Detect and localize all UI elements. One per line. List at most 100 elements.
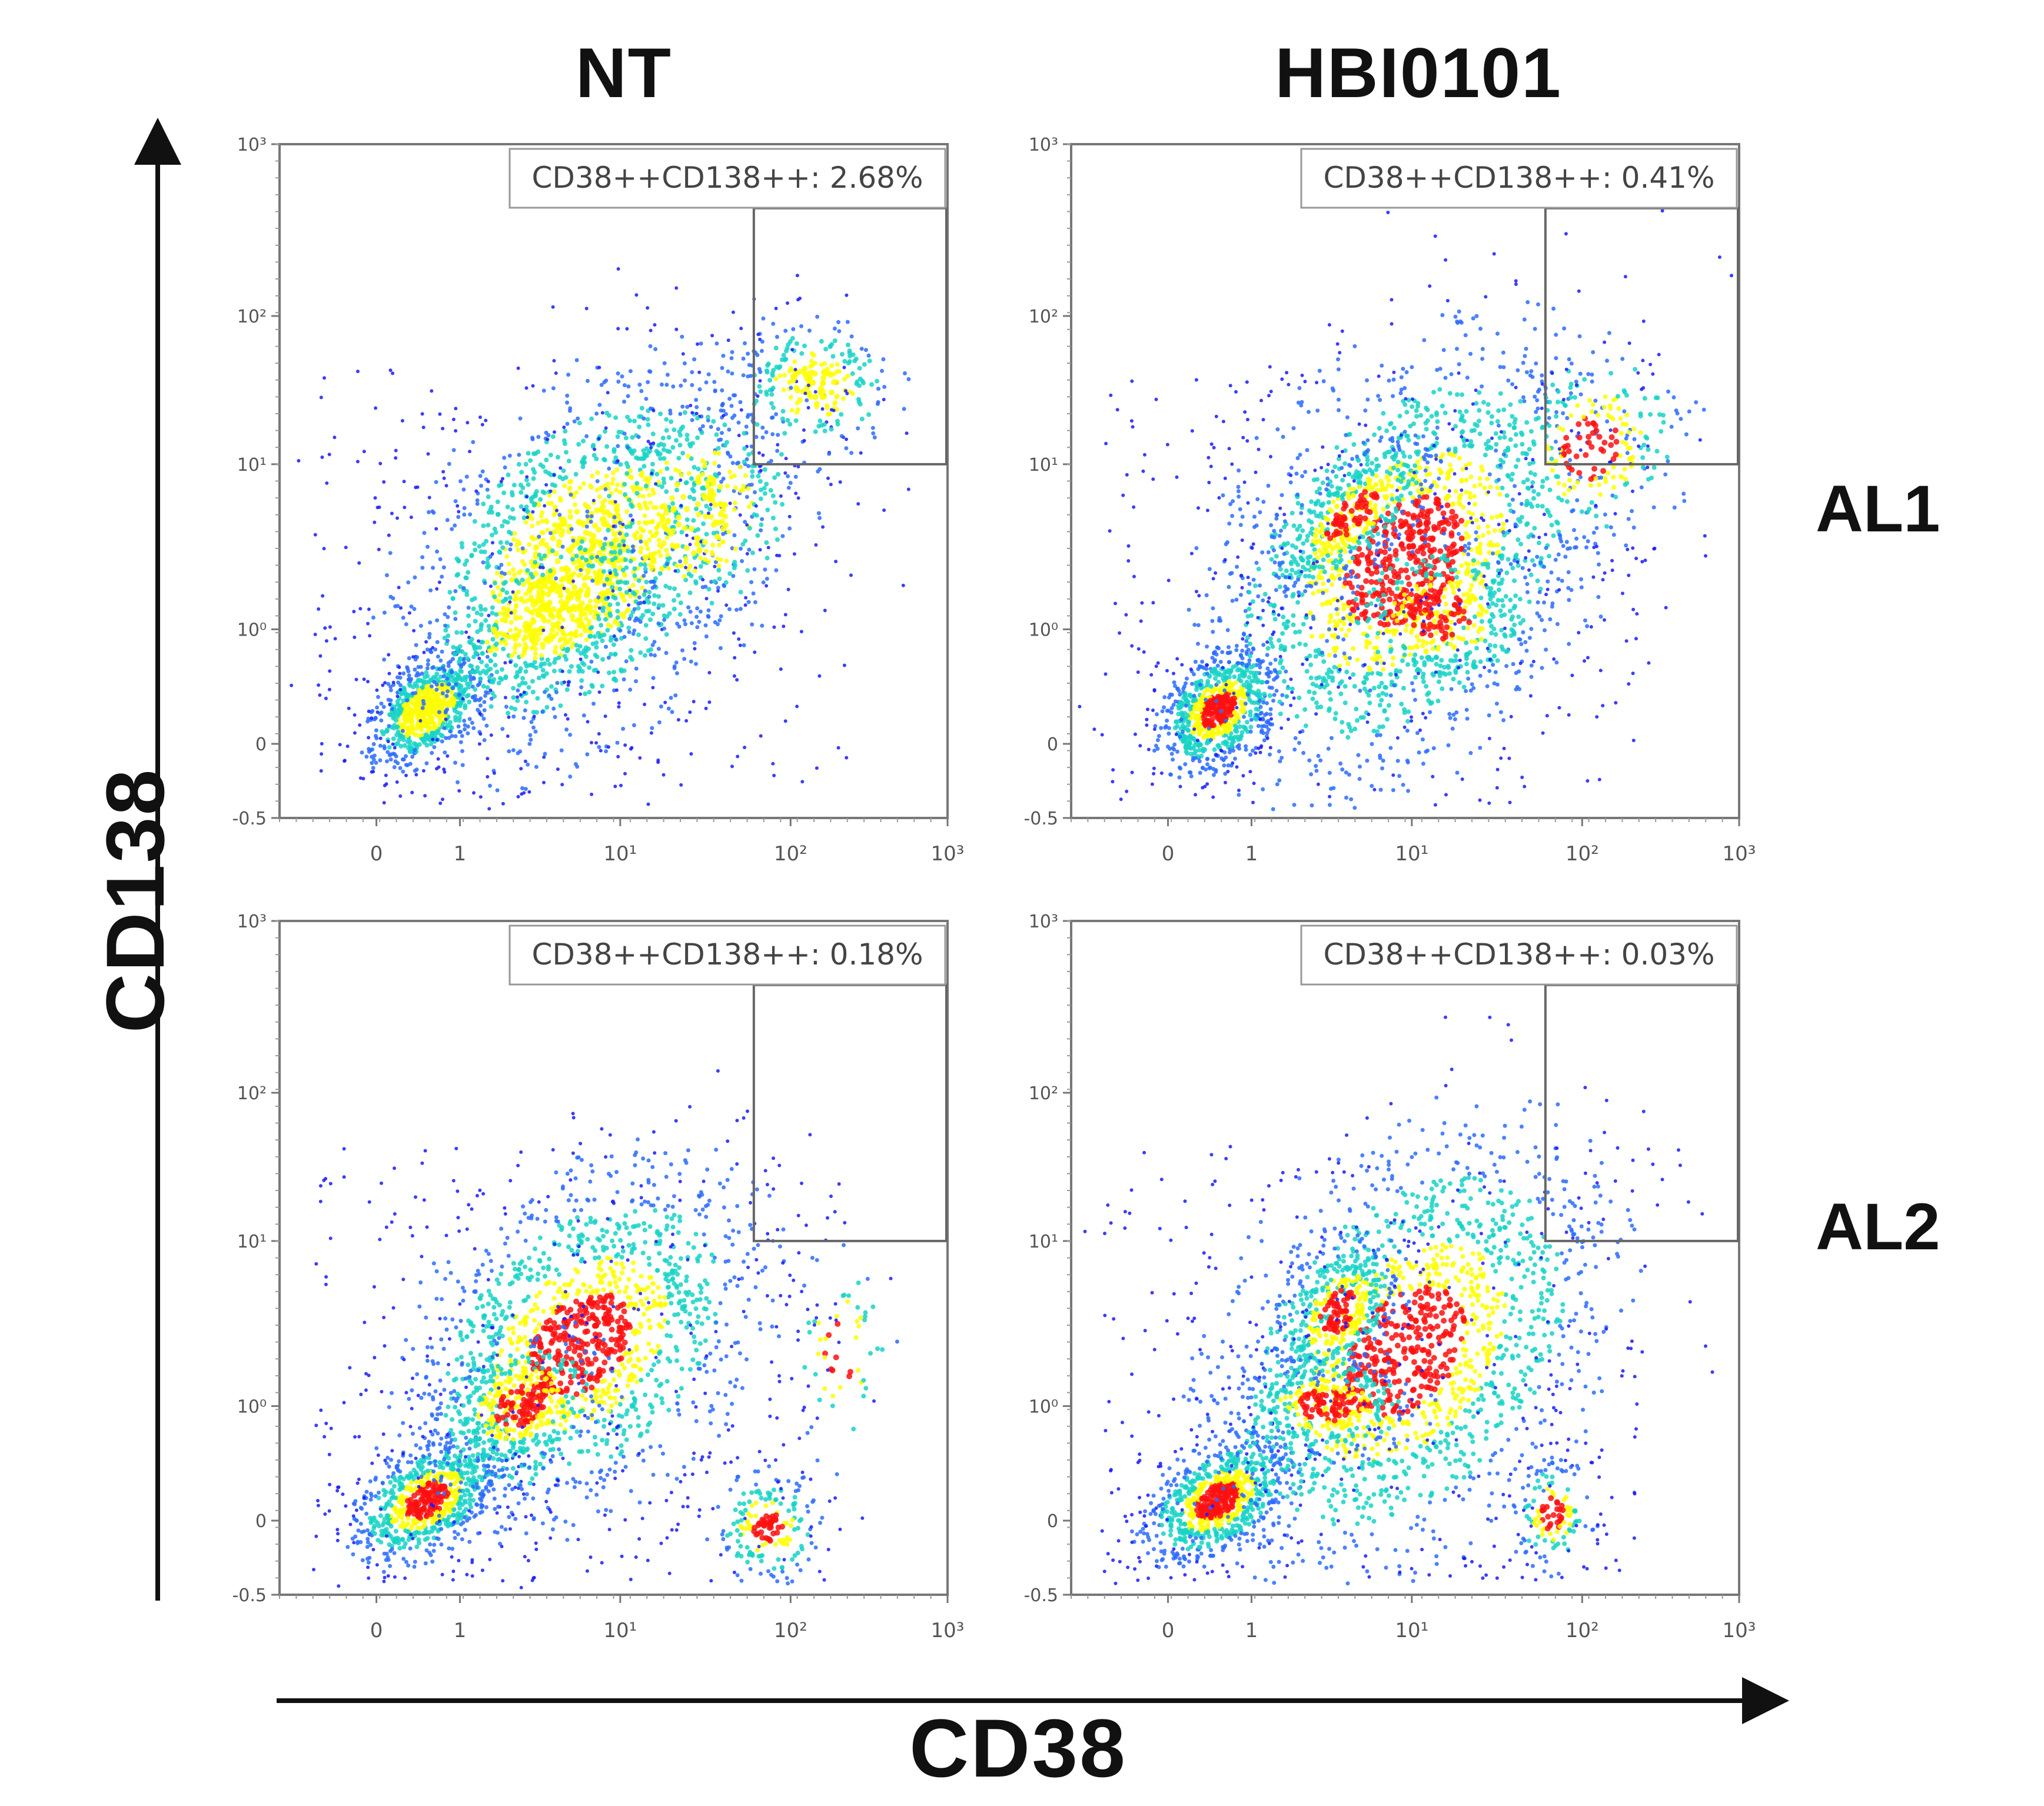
event-dot <box>604 410 609 415</box>
event-dot <box>557 593 564 599</box>
event-dot <box>576 442 581 447</box>
event-dot <box>612 634 616 638</box>
event-dot <box>468 670 474 675</box>
event-dot <box>660 435 666 441</box>
event-dot <box>398 687 403 691</box>
event-dot <box>497 566 501 570</box>
event-dot <box>528 458 533 463</box>
event-dot <box>845 374 850 378</box>
event-dot <box>324 696 328 700</box>
event-dot <box>616 371 620 376</box>
event-dot <box>1196 713 1201 719</box>
event-dot <box>437 719 443 724</box>
event-dot <box>514 543 519 548</box>
event-dot <box>839 352 845 357</box>
event-dot <box>780 534 785 538</box>
event-dot <box>1151 709 1155 712</box>
event-dot <box>508 620 514 625</box>
event-dot <box>1177 775 1182 780</box>
event-dot <box>1544 475 1550 481</box>
event-dot <box>485 487 490 492</box>
event-dot <box>511 695 516 700</box>
event-dot <box>604 474 609 479</box>
event-dot <box>395 761 400 766</box>
event-dot <box>653 323 657 327</box>
event-dot <box>381 704 386 709</box>
event-dot <box>770 385 776 391</box>
event-dot <box>388 757 393 762</box>
event-dot <box>555 681 560 686</box>
event-dot <box>525 568 530 573</box>
event-dot <box>759 528 763 533</box>
event-dot <box>709 425 713 429</box>
event-dot <box>621 538 626 544</box>
event-dot <box>420 671 424 676</box>
event-dot <box>482 738 487 743</box>
event-dot <box>1149 673 1154 677</box>
event-dot <box>608 500 613 505</box>
event-dot <box>1269 686 1274 690</box>
event-dot <box>779 452 784 457</box>
event-dot <box>568 406 573 411</box>
event-dot <box>613 652 618 657</box>
event-dot <box>460 763 465 767</box>
event-dot <box>445 638 450 643</box>
event-dot <box>688 543 692 547</box>
event-dot <box>1524 370 1529 375</box>
event-dot <box>377 547 381 551</box>
event-dot <box>401 616 406 620</box>
event-dot <box>565 421 570 426</box>
event-dot <box>630 544 635 549</box>
event-dot <box>435 549 439 554</box>
event-dot <box>623 492 627 497</box>
event-dot <box>486 624 491 629</box>
event-dot <box>589 537 595 544</box>
event-dot <box>1235 765 1239 769</box>
event-dot <box>737 637 741 641</box>
event-dot <box>1197 743 1201 748</box>
event-dot <box>1268 661 1273 666</box>
event-dot <box>783 348 789 354</box>
event-dot <box>1268 707 1273 711</box>
event-dot <box>1171 757 1175 762</box>
event-dot <box>347 706 351 710</box>
event-dot <box>539 653 544 658</box>
event-dot <box>682 361 687 365</box>
event-dot <box>1631 546 1635 550</box>
event-dot <box>533 656 538 661</box>
event-dot <box>773 345 779 351</box>
event-dot <box>484 663 489 668</box>
event-dot <box>520 786 524 790</box>
event-dot <box>638 549 643 554</box>
event-dot <box>372 717 377 721</box>
event-dot <box>511 572 517 577</box>
event-dot <box>523 681 528 686</box>
event-dot <box>764 368 769 373</box>
event-dot <box>757 479 763 484</box>
event-dot <box>490 533 494 538</box>
event-dot <box>420 721 427 728</box>
event-dot <box>494 647 499 651</box>
event-dot <box>426 544 430 549</box>
event-dot <box>585 570 590 576</box>
event-dot <box>447 605 451 610</box>
event-dot <box>1285 371 1289 375</box>
event-dot <box>640 456 646 461</box>
event-dot <box>431 510 436 515</box>
event-dot <box>755 352 760 357</box>
event-dot <box>1193 697 1198 703</box>
event-dot <box>660 540 667 547</box>
event-dot <box>553 504 558 510</box>
event-dot <box>422 531 427 536</box>
event-dot <box>627 617 632 621</box>
event-dot <box>780 408 786 414</box>
event-dot <box>789 408 795 413</box>
event-dot <box>875 378 879 384</box>
event-dot <box>379 718 384 723</box>
event-dot <box>457 659 461 664</box>
event-dot <box>630 583 636 588</box>
event-dot <box>622 543 626 547</box>
event-dot <box>568 574 573 580</box>
event-dot <box>607 494 611 499</box>
event-dot <box>593 447 597 451</box>
